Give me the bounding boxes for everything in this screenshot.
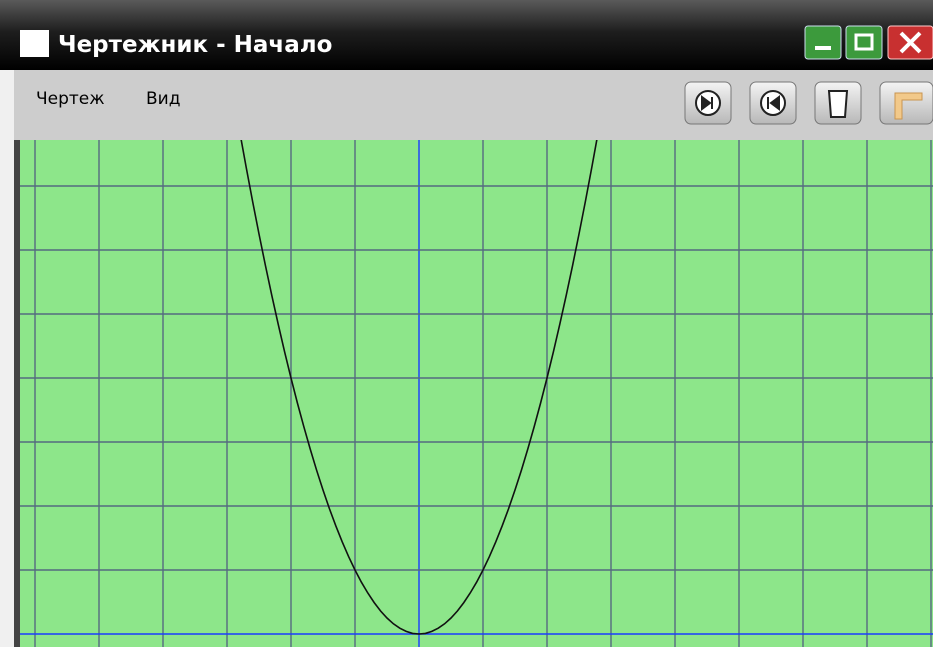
window: Чертежник - Начало Чертеж Вид xyxy=(0,0,933,647)
left-border xyxy=(0,70,14,647)
window-icon xyxy=(20,30,49,57)
menu-item[interactable]: Чертеж xyxy=(36,89,105,109)
minimize-icon xyxy=(815,46,831,50)
window-title: Чертежник - Начало xyxy=(58,32,332,58)
axes-button[interactable] xyxy=(880,82,933,124)
icon xyxy=(829,91,847,117)
plot-border xyxy=(14,140,20,647)
plot-area xyxy=(20,140,933,647)
menu-item[interactable]: Вид xyxy=(146,89,180,109)
page: Чертежник - Начало Чертеж Вид (() => { c… xyxy=(0,0,933,647)
maximize-button[interactable] xyxy=(846,26,882,59)
minimize-button[interactable] xyxy=(805,26,841,59)
